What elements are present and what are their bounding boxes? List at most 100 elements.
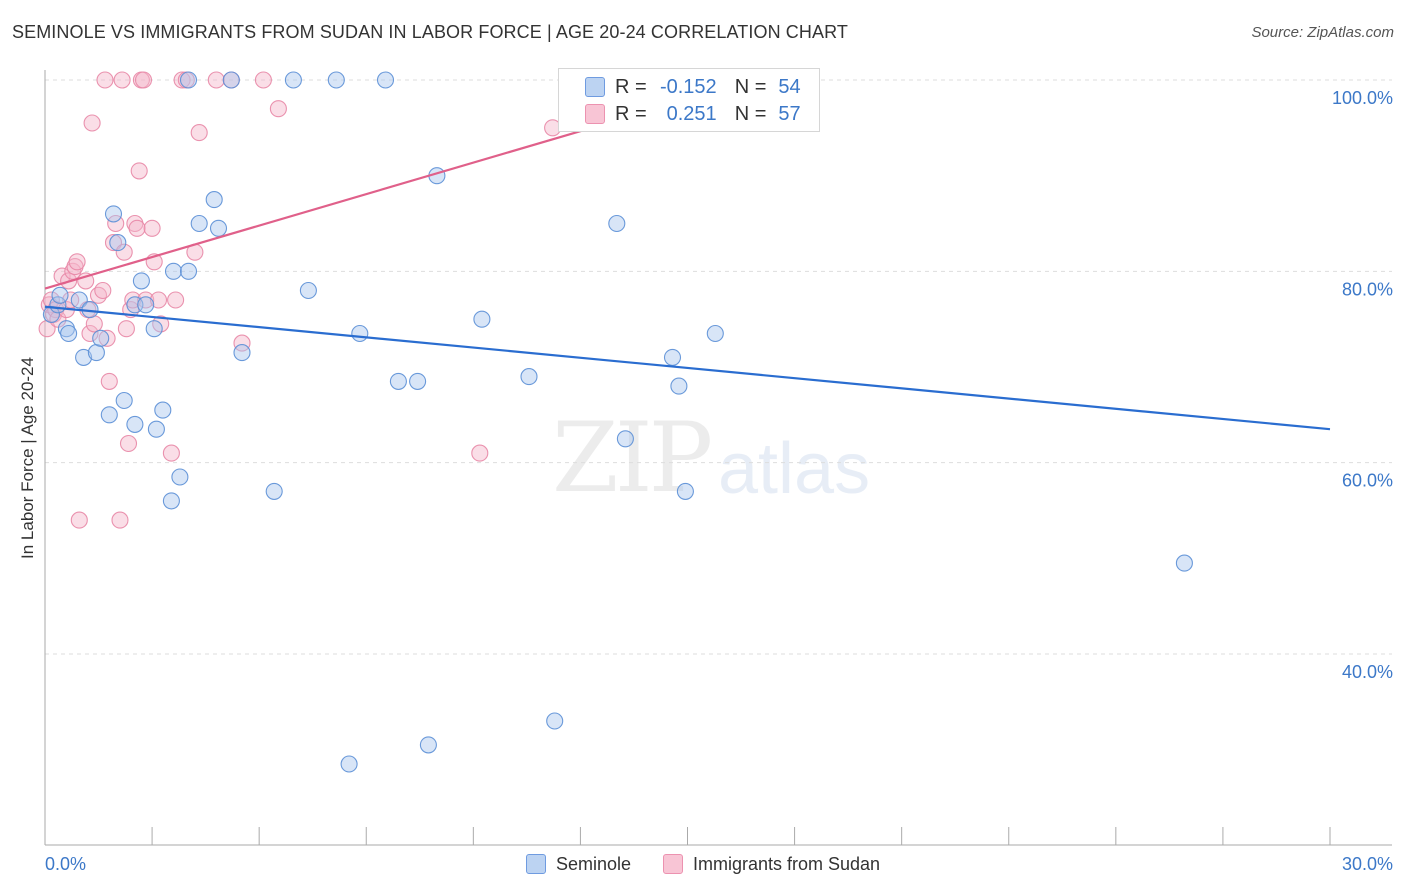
sudan-point: [83, 114, 101, 132]
seminole-point: [663, 348, 682, 366]
sudan-point: [254, 71, 272, 89]
legend-n-label: N =: [734, 102, 767, 125]
sudan-point: [81, 324, 99, 343]
sudan-point: [115, 243, 133, 261]
seminole-point: [676, 482, 694, 500]
seminole-point: [145, 320, 163, 338]
seminole-point: [233, 344, 251, 362]
y-tick-label: 80.0%: [1342, 279, 1393, 299]
sudan-point: [149, 291, 168, 309]
seminole-point: [70, 291, 88, 309]
seminole-point: [171, 468, 189, 486]
seminole-point: [222, 71, 240, 89]
seminole-trend-line: [44, 305, 1331, 431]
series-legend: Seminole Immigrants from Sudan: [0, 852, 1406, 876]
y-tick-label: 60.0%: [1342, 471, 1393, 491]
stats-legend: R = -0.152 N = 54 R = 0.251 N = 57: [558, 68, 820, 132]
seminole-point: [190, 214, 208, 233]
sudan-point: [167, 291, 185, 309]
sudan-point: [111, 511, 129, 529]
axis-layer: [44, 70, 1392, 846]
seminole-point: [162, 492, 180, 510]
seminole-point: [616, 430, 634, 448]
legend-r-value: -0.152: [659, 75, 717, 98]
chart-title: SEMINOLE VS IMMIGRANTS FROM SUDAN IN LAB…: [12, 22, 848, 42]
sudan-point: [143, 219, 161, 237]
sudan-point: [96, 71, 114, 89]
seminole-point: [327, 71, 345, 89]
seminole-point: [87, 344, 105, 362]
legend-swatch-seminole: [525, 854, 546, 874]
legend-n-label: N =: [734, 75, 767, 98]
sudan-point: [85, 315, 103, 333]
legend-item-seminole[interactable]: Seminole: [525, 853, 631, 875]
sudan-point: [100, 372, 118, 390]
y-tick-label: 100.0%: [1332, 88, 1393, 108]
sudan-point: [173, 71, 191, 89]
legend-item-sudan[interactable]: Immigrants from Sudan: [662, 853, 881, 875]
seminole-point: [179, 262, 198, 280]
seminole-point: [164, 262, 183, 280]
seminole-point: [92, 329, 110, 347]
tick-label-layer: 40.0% 60.0% 80.0% 100.0% 0.0% 30.0%: [45, 88, 1393, 874]
seminole-point: [209, 219, 228, 237]
points-layer: [38, 71, 1193, 773]
legend-r-value: 0.251: [666, 102, 717, 125]
sudan-point: [269, 100, 287, 118]
seminole-point: [147, 420, 165, 438]
seminole-point: [60, 324, 78, 343]
sudan-point: [471, 444, 489, 462]
seminole-point: [419, 736, 437, 754]
seminole-point: [473, 310, 491, 328]
seminole-point: [351, 324, 369, 343]
sudan-point: [190, 124, 208, 142]
seminole-point: [126, 415, 144, 433]
sudan-point: [233, 334, 251, 352]
sudan-point: [119, 434, 138, 453]
legend-r-label: R =: [615, 102, 647, 125]
sudan-point: [207, 71, 225, 89]
seminole-point: [179, 71, 198, 89]
legend-r-label: R =: [615, 75, 647, 98]
sudan-point: [104, 234, 123, 252]
sudan-point: [113, 71, 131, 89]
sudan-point: [162, 444, 180, 462]
watermark-atlas: atlas: [718, 429, 871, 509]
seminole-point: [205, 191, 223, 209]
sudan-point: [94, 281, 112, 300]
legend-swatch-sudan: [662, 854, 683, 874]
seminole-point: [409, 372, 427, 390]
seminole-point: [706, 324, 724, 343]
seminole-point: [115, 391, 133, 410]
legend-row-sudan: R = 0.251 N = 57: [585, 102, 801, 126]
sudan-point: [137, 291, 155, 309]
seminole-point: [51, 286, 69, 304]
y-tick-label: 40.0%: [1342, 662, 1393, 682]
sudan-point: [70, 511, 88, 529]
legend-label-sudan: Immigrants from Sudan: [692, 853, 881, 874]
seminole-point: [137, 296, 155, 314]
legend-swatch-seminole: [585, 77, 605, 97]
y-axis-label: In Labor Force | Age 20-24: [18, 357, 37, 559]
source-label: Source: ZipAtlas.com: [1251, 24, 1394, 41]
seminole-point: [154, 401, 172, 419]
seminole-point: [132, 272, 150, 290]
legend-swatch-sudan: [585, 104, 605, 124]
seminole-point: [100, 406, 118, 424]
x-tick-label: 0.0%: [45, 854, 86, 874]
seminole-point: [284, 71, 302, 89]
sudan-point: [130, 162, 148, 180]
trend-layer: [44, 92, 1331, 431]
watermark-zip: ZIP: [552, 402, 713, 514]
seminole-point: [299, 281, 317, 300]
sudan-point: [117, 320, 135, 338]
legend-n-value: 57: [778, 102, 801, 125]
x-tick-label: 30.0%: [1342, 854, 1393, 874]
sudan-point: [128, 219, 146, 237]
legend-label-seminole: Seminole: [555, 853, 631, 874]
sudan-point: [98, 329, 116, 347]
seminole-point: [104, 205, 123, 223]
sudan-point: [134, 71, 153, 89]
seminole-point: [265, 482, 283, 500]
